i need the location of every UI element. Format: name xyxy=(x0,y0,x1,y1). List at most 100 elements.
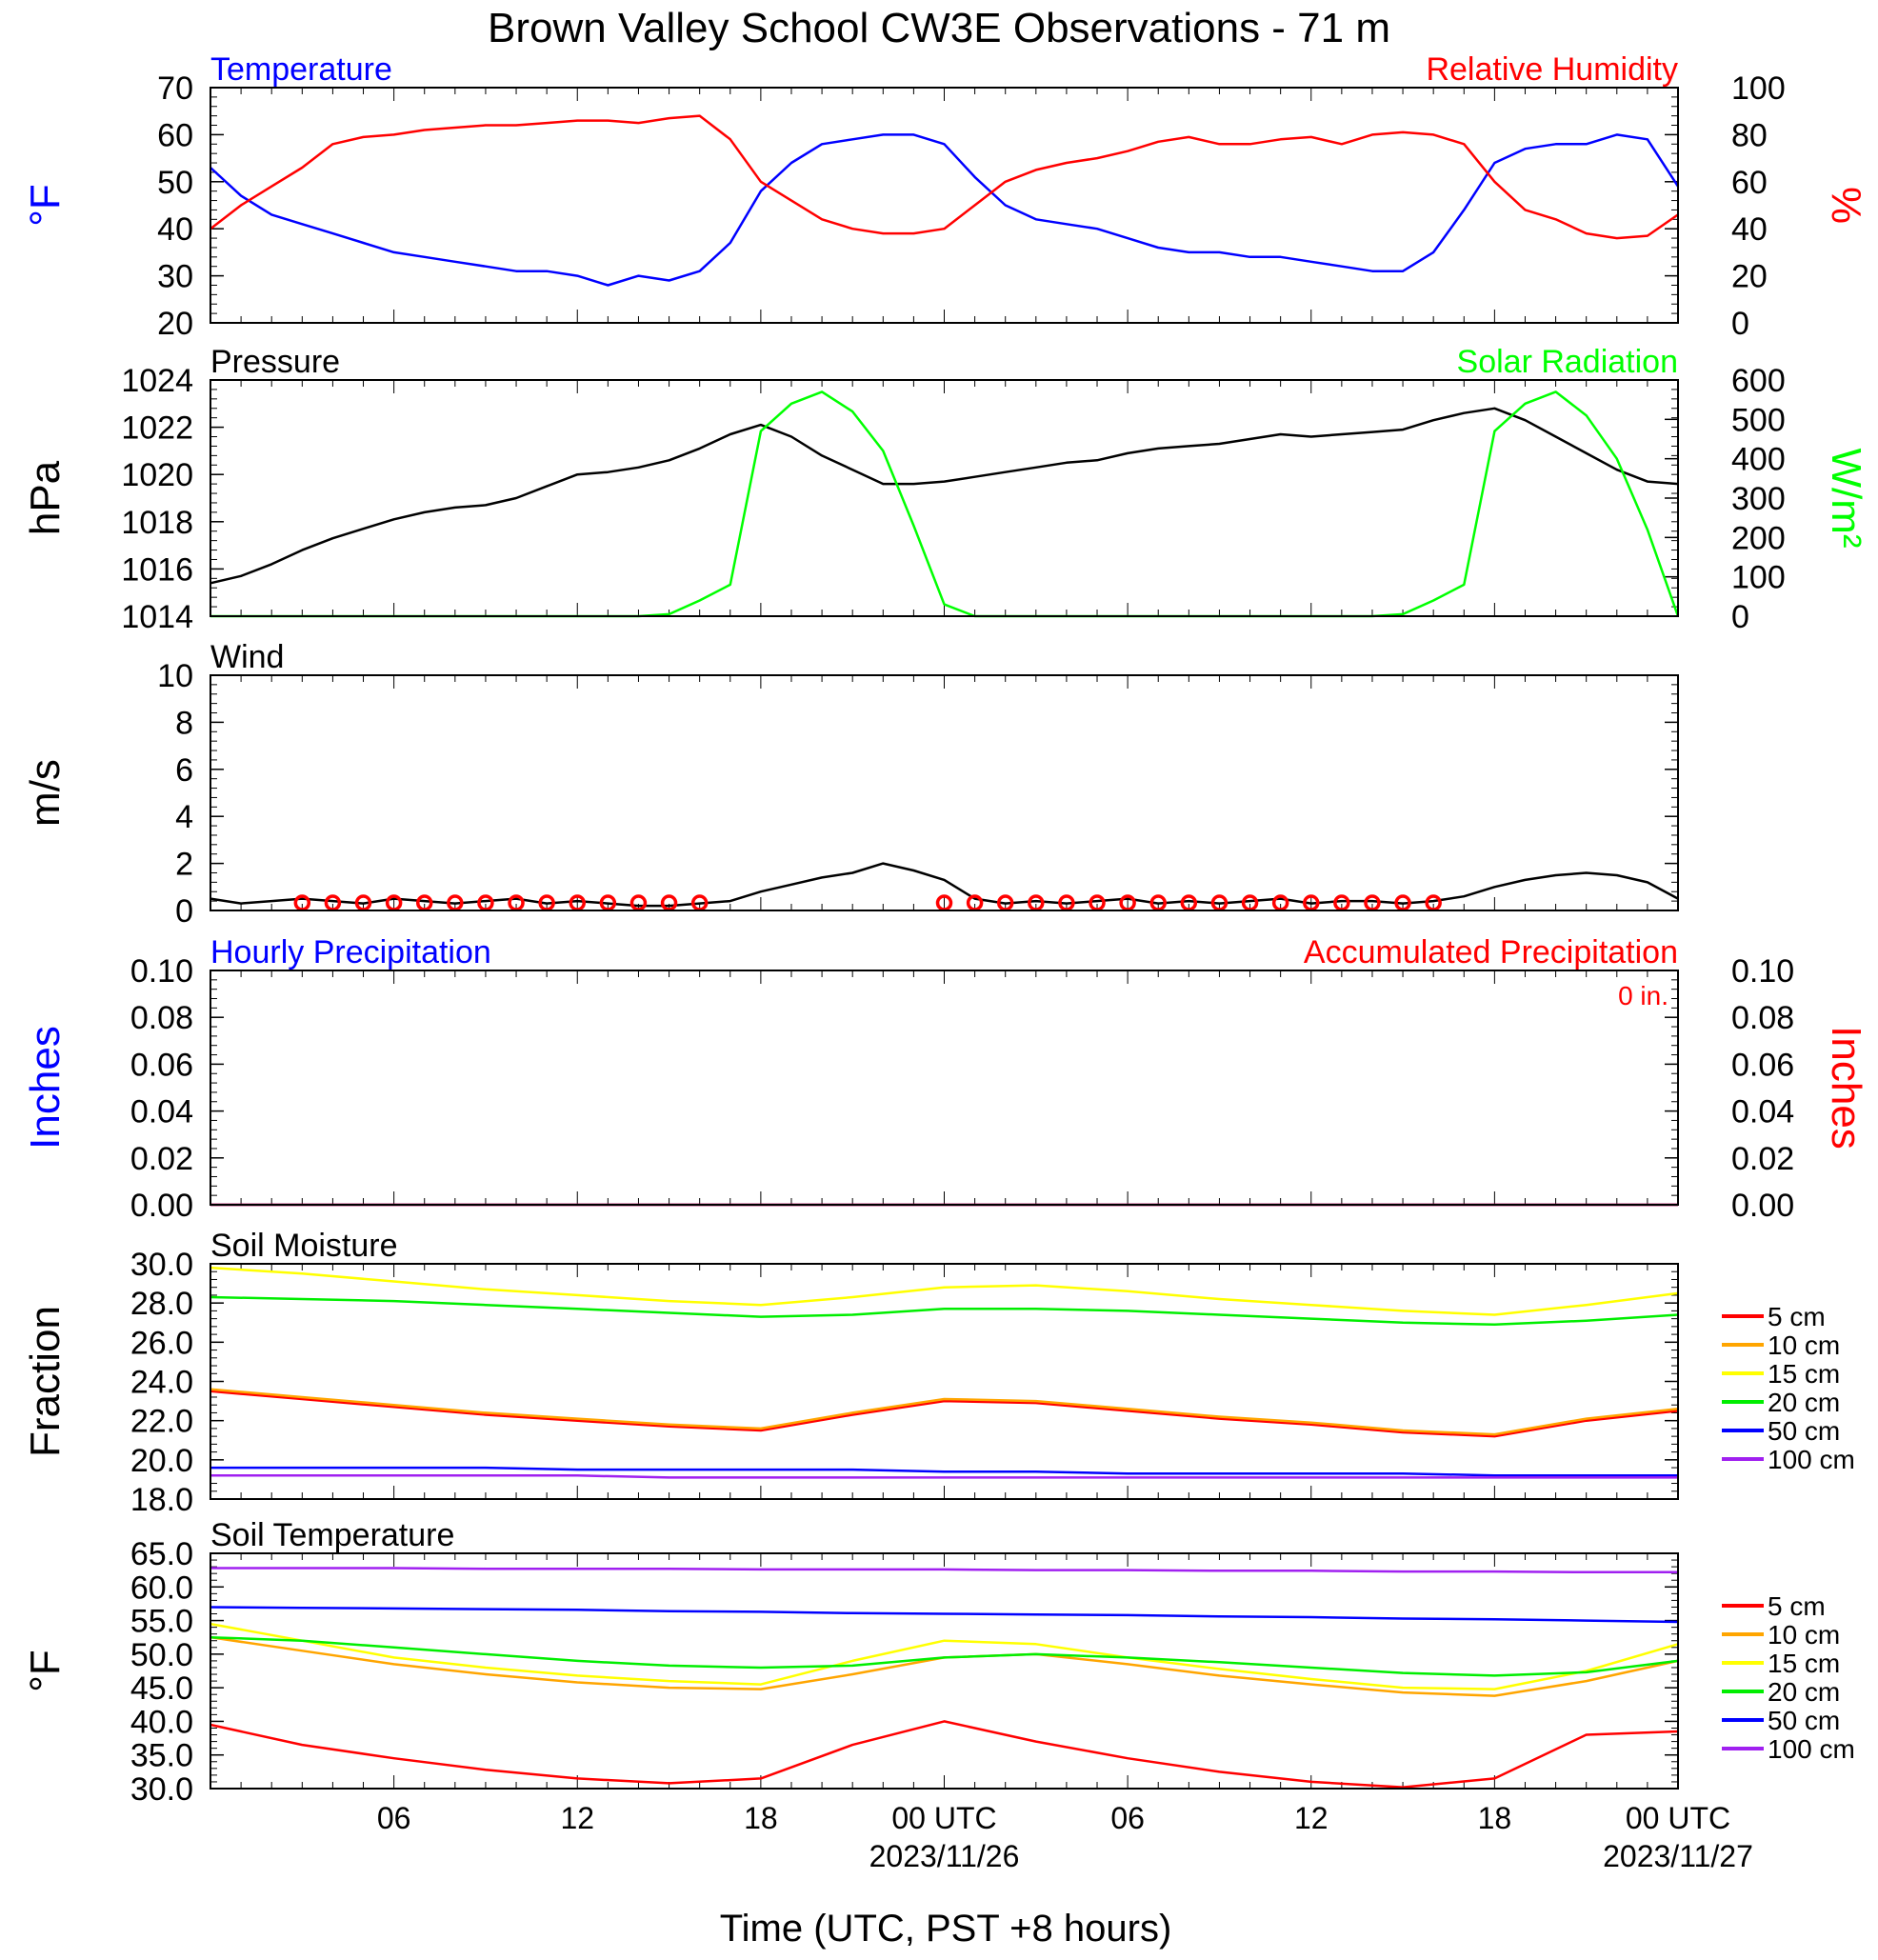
series-line xyxy=(210,407,1679,585)
legend-label: 20 cm xyxy=(1768,1677,1840,1707)
legend-label: 50 cm xyxy=(1768,1416,1840,1446)
y-right-tick-label: 400 xyxy=(1731,442,1786,478)
y-right-tick-label: 200 xyxy=(1731,520,1786,556)
y-right-tick-label: 80 xyxy=(1731,117,1768,153)
y-axis-label: hPa xyxy=(22,460,69,535)
y-right-tick-label: 40 xyxy=(1731,211,1768,248)
legend-label: 50 cm xyxy=(1768,1706,1840,1735)
x-tick-label: 06 xyxy=(1110,1801,1145,1835)
y-tick-label: 0.00 xyxy=(130,1188,193,1224)
y-tick-label: 30.0 xyxy=(130,1771,193,1808)
y-tick-label: 65.0 xyxy=(130,1536,193,1572)
series-line xyxy=(210,1295,1679,1327)
y-tick-label: 22.0 xyxy=(130,1404,193,1440)
panel-title-left: Wind xyxy=(210,639,284,675)
y-tick-label: 0.06 xyxy=(130,1047,193,1083)
y-tick-label: 20 xyxy=(157,306,193,342)
y-axis-label: °F xyxy=(22,184,69,226)
y-right-tick-label: 600 xyxy=(1731,363,1786,399)
series-line xyxy=(210,1720,1679,1789)
series-line xyxy=(210,862,1679,908)
panel-title-left: Soil Moisture xyxy=(210,1228,398,1264)
series-line xyxy=(210,1622,1679,1690)
y-tick-label: 1016 xyxy=(121,551,193,588)
y-tick-label: 6 xyxy=(175,752,193,789)
y-tick-label: 70 xyxy=(157,70,193,107)
series-line xyxy=(210,1635,1679,1677)
y-axis-label: Inches xyxy=(22,1026,69,1150)
y-tick-label: 40.0 xyxy=(130,1704,193,1740)
legend-label: 10 cm xyxy=(1768,1620,1840,1650)
y-axis-label: Fraction xyxy=(22,1306,69,1457)
series-line xyxy=(210,114,1679,240)
series-line xyxy=(210,1606,1679,1624)
y-axis-right-label: % xyxy=(1823,187,1869,224)
y-tick-label: 60 xyxy=(157,117,193,153)
y-tick-label: 24.0 xyxy=(130,1365,193,1401)
series-line xyxy=(210,1266,1679,1316)
x-axis-label: Time (UTC, PST +8 hours) xyxy=(720,1908,1172,1950)
panel-frame xyxy=(210,970,1679,1206)
series-line xyxy=(210,1635,1679,1697)
x-tick-label: 00 UTC xyxy=(891,1801,996,1835)
panel-frame xyxy=(210,674,1679,911)
y-tick-label: 60.0 xyxy=(130,1570,193,1606)
y-right-tick-label: 0 xyxy=(1731,306,1749,342)
y-right-tick-label: 500 xyxy=(1731,402,1786,438)
y-tick-label: 10 xyxy=(157,658,193,694)
y-tick-label: 35.0 xyxy=(130,1738,193,1774)
panel-title-left: Soil Temperature xyxy=(210,1517,454,1553)
y-tick-label: 55.0 xyxy=(130,1604,193,1640)
panel-title-left: Temperature xyxy=(210,51,392,88)
legend-label: 15 cm xyxy=(1768,1359,1840,1389)
y-tick-label: 1024 xyxy=(121,363,193,399)
panel-precip: 0.00 0.02 0.04 0.06 0.08 0.10 0.00 0.02 0.04 0.06… xyxy=(22,934,1869,1224)
y-tick-label: 1014 xyxy=(121,599,193,635)
panel-frame xyxy=(210,87,1679,324)
panel-frame xyxy=(210,379,1679,617)
y-right-tick-label: 0.04 xyxy=(1731,1094,1794,1130)
y-tick-label: 0.08 xyxy=(130,1000,193,1036)
y-tick-label: 50.0 xyxy=(130,1637,193,1673)
y-tick-label: 30 xyxy=(157,259,193,295)
x-tick-label: 18 xyxy=(744,1801,778,1835)
y-right-tick-label: 0 xyxy=(1731,599,1749,635)
series-line xyxy=(210,133,1680,287)
series-line xyxy=(210,1474,1678,1479)
y-right-tick-label: 0.10 xyxy=(1731,953,1794,990)
y-tick-label: 1022 xyxy=(121,410,193,447)
x-tick-label: 12 xyxy=(560,1801,594,1835)
y-tick-label: 8 xyxy=(175,705,193,741)
y-right-tick-label: 0.06 xyxy=(1731,1047,1794,1083)
y-axis-right-label: Inches xyxy=(1823,1026,1869,1150)
y-right-tick-label: 100 xyxy=(1731,560,1786,596)
panel-frame xyxy=(210,1263,1679,1500)
y-tick-label: 18.0 xyxy=(130,1482,193,1518)
y-right-tick-label: 0.08 xyxy=(1731,1000,1794,1036)
series-line xyxy=(210,390,1680,618)
panel-frame xyxy=(210,1552,1679,1790)
y-tick-label: 2 xyxy=(175,847,193,883)
x-tick-label: 00 UTC xyxy=(1626,1801,1730,1835)
panel-soilMoist: 18.020.022.024.0 26.028.030.0 Soil Moistur… xyxy=(22,1228,1855,1518)
panel-title-left: Pressure xyxy=(210,344,340,380)
series-line xyxy=(210,1388,1679,1436)
chart-title: Brown Valley School CW3E Observations - … xyxy=(488,5,1390,51)
y-tick-label: 1018 xyxy=(121,505,193,541)
y-right-tick-label: 20 xyxy=(1731,259,1768,295)
panel-title-right: Relative Humidity xyxy=(1426,51,1678,88)
series-line xyxy=(210,1466,1678,1477)
y-tick-label: 0.02 xyxy=(130,1141,193,1177)
y-right-tick-label: 60 xyxy=(1731,165,1768,201)
legend-label: 15 cm xyxy=(1768,1649,1840,1678)
x-tick-label: 06 xyxy=(377,1801,411,1835)
y-right-tick-label: 0.02 xyxy=(1731,1141,1794,1177)
legend-label: 20 cm xyxy=(1768,1388,1840,1417)
panel-wind: 0 2 4 6 8 10 Wind m/s xyxy=(22,639,1679,930)
y-tick-label: 40 xyxy=(157,211,193,248)
y-axis-label: m/s xyxy=(22,759,69,827)
panel-title-right: Solar Radiation xyxy=(1457,344,1678,380)
